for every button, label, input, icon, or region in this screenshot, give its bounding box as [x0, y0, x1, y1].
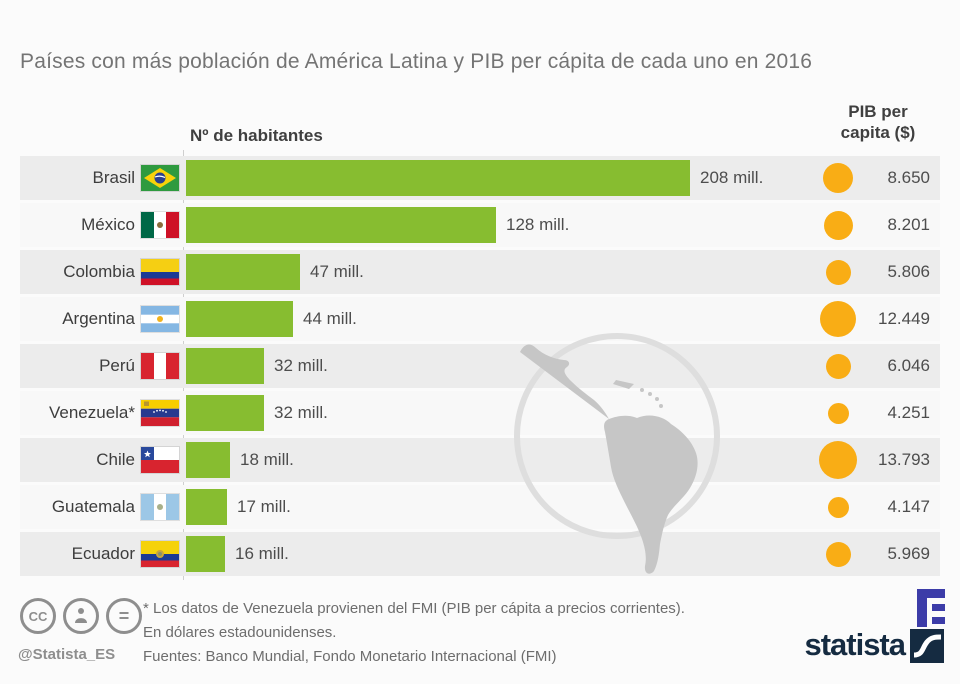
- gdp-value: 13.793: [878, 450, 930, 469]
- country-label: Brasil: [92, 168, 135, 187]
- country-label: Argentina: [62, 309, 135, 328]
- country-label: Perú: [99, 356, 135, 375]
- page-title: Países con más población de América Lati…: [20, 50, 813, 73]
- embed-icon: [917, 589, 945, 627]
- population-value: 32 mill.: [274, 403, 328, 422]
- gdp-bubble: [825, 259, 851, 285]
- gdp-value: 6.046: [887, 356, 930, 375]
- gdp-value: 4.147: [887, 497, 930, 516]
- table-row-colombia: Colombia 47 mill. 5.806: [20, 250, 940, 294]
- population-bar: [186, 442, 230, 478]
- table-row-peru: Perú 32 mill. 6.046: [20, 344, 940, 388]
- twitter-handle: @Statista_ES: [18, 646, 116, 663]
- country-label: Chile: [96, 450, 135, 469]
- population-bar: [186, 207, 496, 243]
- gdp-bubble: [823, 163, 853, 193]
- creative-commons-badges: CC =: [20, 598, 142, 634]
- population-value: 17 mill.: [237, 497, 291, 516]
- population-bar: [186, 160, 690, 196]
- table-row-brasil: Brasil 208 mill. 8.650: [20, 156, 940, 200]
- gdp-bubble: [823, 210, 853, 240]
- statista-logo-icon: [910, 629, 944, 663]
- gdp-column-header: PIB per capita ($): [840, 102, 916, 142]
- argentina-flag-icon: [141, 306, 179, 332]
- sources-text: Fuentes: Banco Mundial, Fondo Monetario …: [143, 648, 557, 665]
- gdp-value: 12.449: [878, 309, 930, 328]
- gdp-value: 8.650: [887, 168, 930, 187]
- population-bar: [186, 536, 225, 572]
- country-label: Ecuador: [71, 544, 135, 563]
- table-row-mexico: México 128 mill. 8.201: [20, 203, 940, 247]
- table-row-guatemala: Guatemala 17 mill. 4.147: [20, 485, 940, 529]
- table-row-chile: Chile 18 mill. 13.793: [20, 438, 940, 482]
- country-label: Colombia: [63, 262, 135, 281]
- guatemala-flag-icon: [141, 494, 179, 520]
- gdp-bubble: [827, 496, 849, 518]
- mexico-flag-icon: [141, 212, 179, 238]
- population-bar: [186, 395, 264, 431]
- gdp-value: 5.806: [887, 262, 930, 281]
- footnote: * Los datos de Venezuela provienen del F…: [143, 600, 685, 641]
- colombia-flag-icon: [141, 259, 179, 285]
- population-value: 128 mill.: [506, 215, 570, 234]
- gdp-bubble: [819, 441, 857, 479]
- population-value: 18 mill.: [240, 450, 294, 469]
- gdp-bubble: [825, 353, 851, 379]
- population-value: 47 mill.: [310, 262, 364, 281]
- population-bar: [186, 348, 264, 384]
- country-label: Venezuela*: [48, 403, 135, 422]
- gdp-value: 8.201: [887, 215, 930, 234]
- country-label: México: [81, 215, 135, 234]
- gdp-value: 4.251: [887, 403, 930, 422]
- gdp-bubble: [827, 402, 849, 424]
- latin-america-map-watermark: [514, 333, 720, 574]
- ecuador-flag-icon: [141, 541, 179, 567]
- gdp-bubble: [825, 541, 851, 567]
- table-row-ecuador: Ecuador 16 mill. 5.969: [20, 532, 940, 576]
- table-row-venezuela: Venezuela* 32 mill. 4.251: [20, 391, 940, 435]
- population-value: 32 mill.: [274, 356, 328, 375]
- gdp-value: 5.969: [887, 544, 930, 563]
- population-value: 208 mill.: [700, 168, 764, 187]
- statista-wordmark: statista: [804, 627, 906, 662]
- population-value: 44 mill.: [303, 309, 357, 328]
- population-bar: [186, 489, 227, 525]
- cc-icon: CC: [20, 598, 56, 634]
- gdp-bubble: [820, 301, 856, 337]
- population-bar: [186, 254, 300, 290]
- population-bar: [186, 301, 293, 337]
- chile-flag-icon: [141, 447, 179, 473]
- country-rows: Brasil 208 mill. 8.650 México 128 mill. …: [20, 156, 940, 579]
- country-label: Guatemala: [51, 497, 135, 516]
- population-column-header: Nº de habitantes: [190, 126, 323, 145]
- no-derivatives-icon: =: [106, 598, 142, 634]
- attribution-person-icon: [63, 598, 99, 634]
- table-row-argentina: Argentina 44 mill. 12.449: [20, 297, 940, 341]
- brazil-flag-icon: [141, 165, 179, 191]
- peru-flag-icon: [141, 353, 179, 379]
- venezuela-flag-icon: [141, 400, 179, 426]
- population-value: 16 mill.: [235, 544, 289, 563]
